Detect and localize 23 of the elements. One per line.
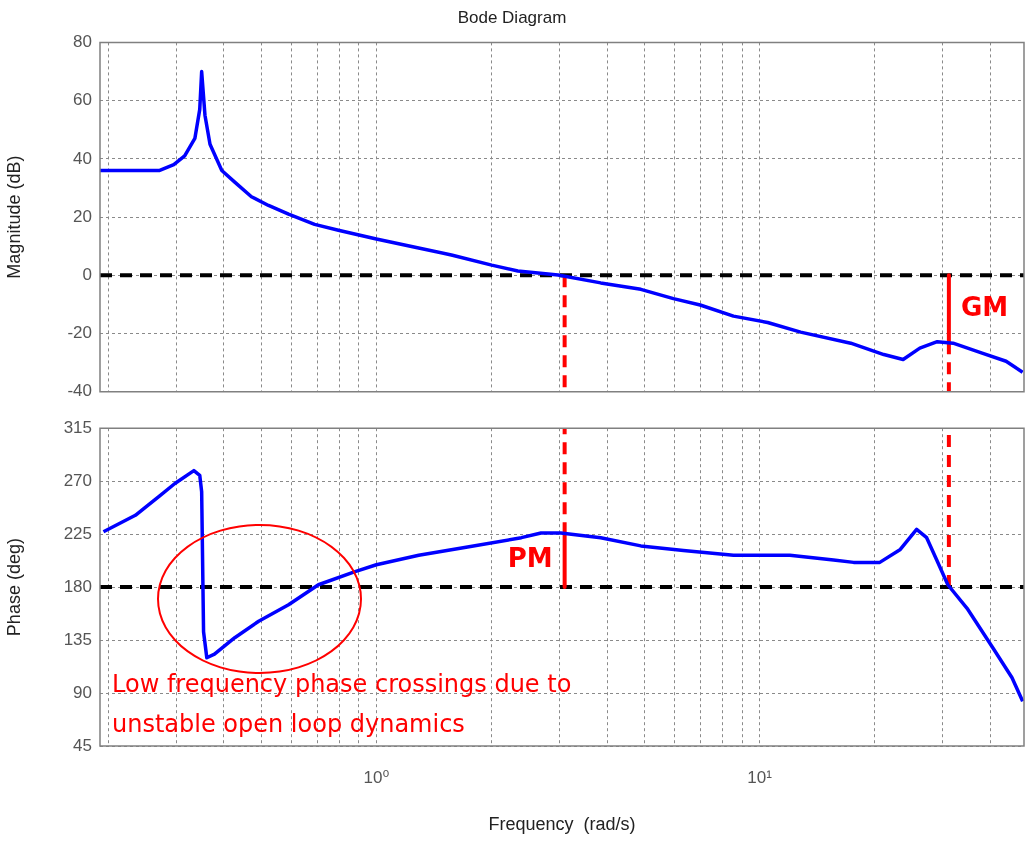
y-tick-label: -20 — [67, 323, 92, 343]
y-tick-label: 90 — [73, 682, 92, 702]
y-tick-label: 135 — [63, 629, 92, 649]
annotation: PM — [507, 543, 553, 574]
y-tick-label: 20 — [73, 206, 92, 226]
y-tick-label: 0 — [82, 265, 92, 285]
y-tick-label: 40 — [73, 148, 92, 168]
annotation: Low frequency phase crossings due to unstable open loop dynamics — [112, 670, 572, 738]
y-tick-label: 45 — [73, 735, 92, 755]
y-tick-label: 225 — [63, 523, 92, 543]
y-axis-title: Magnitude (dB) — [3, 155, 24, 279]
y-tick-label: -40 — [67, 381, 92, 401]
y-tick-label: 270 — [63, 470, 92, 490]
y-tick-label: 180 — [63, 576, 92, 596]
x-tick-label: 10⁰ — [363, 767, 390, 787]
y-tick-label: 315 — [63, 417, 92, 437]
chart-title: Bode Diagram — [457, 7, 567, 27]
y-axis-title: Phase (deg) — [3, 538, 24, 637]
x-axis-title: Frequency (rad/s) — [488, 814, 636, 835]
y-tick-label: 80 — [73, 32, 92, 52]
y-tick-label: 60 — [73, 90, 92, 110]
x-tick-label: 10¹ — [747, 767, 773, 787]
annotation: GM — [960, 291, 1009, 322]
